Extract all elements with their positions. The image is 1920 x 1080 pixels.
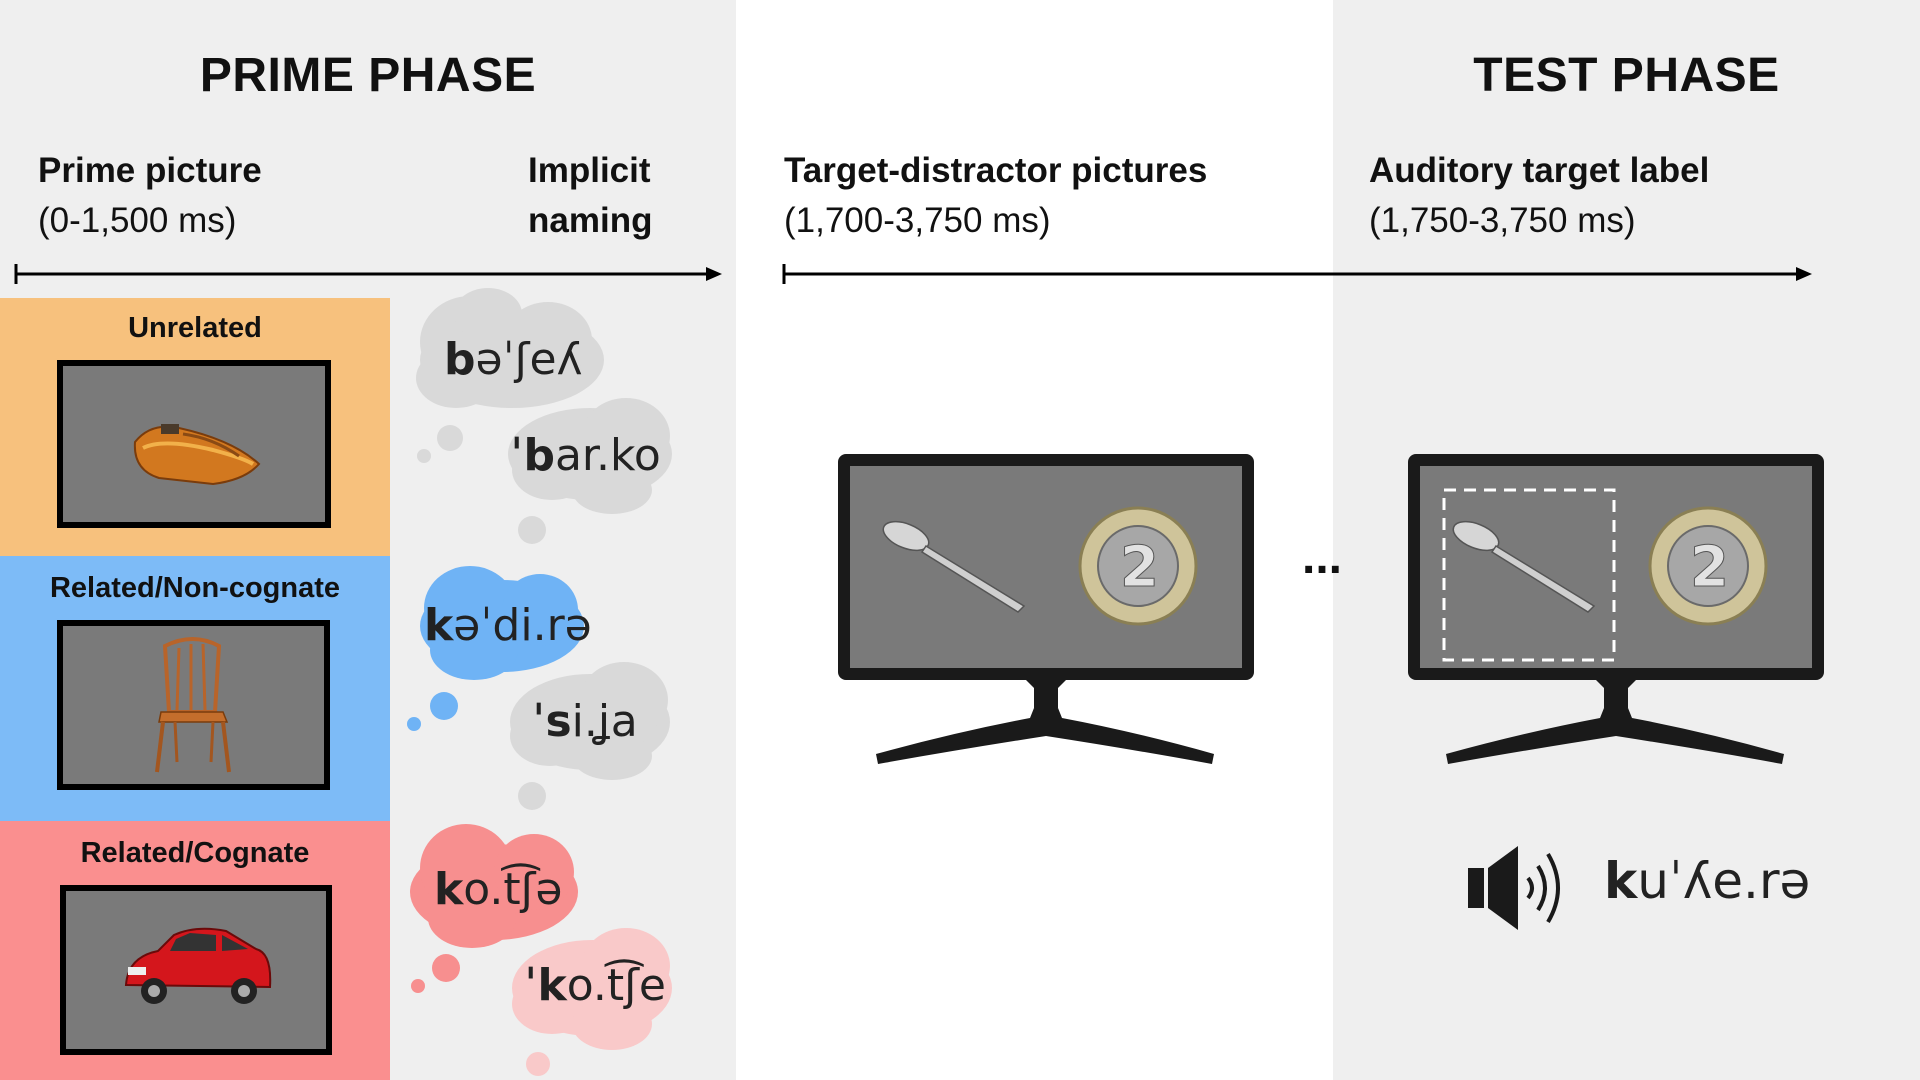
test-phase-heading: TEST PHASE (1473, 49, 1780, 102)
auditory-label: Auditory target label (1,750-3,750 ms) (1369, 146, 1709, 246)
ipa-rest: ar.ko (554, 430, 661, 481)
ipa-non-cognate-1: kəˈdi.rə (424, 600, 592, 651)
bubble-non-cognate-2 (510, 662, 670, 810)
ipa-unrelated-1: bəˈʃeʎ (444, 334, 583, 385)
auditory-label-time: (1,750-3,750 ms) (1369, 201, 1636, 240)
bubble-unrelated-2 (508, 398, 672, 544)
chair-picture (155, 637, 231, 773)
prime-picture-frame (57, 360, 331, 528)
ipa-non-cognate-2: ˈsi.ʝa (532, 696, 638, 747)
bubble-cognate-1 (410, 824, 578, 993)
ipa-rest: o.t͡ʃe (566, 960, 666, 1011)
implicit-naming-label: Implicit naming (528, 146, 652, 246)
monitor-test: 2 (1408, 454, 1824, 764)
implicit-naming-line1: Implicit (528, 151, 651, 190)
ipa-rest: əˈʃeʎ (475, 334, 583, 385)
target-selection-box (1442, 488, 1616, 662)
ipa-bold-onset: ˈs (532, 696, 572, 747)
prime-picture-label: Prime picture (0-1,500 ms) (38, 146, 262, 246)
monitor-target-distractor: 2 (838, 454, 1254, 764)
boat-picture (133, 424, 261, 486)
car-picture (124, 927, 272, 1004)
condition-title: Unrelated (128, 312, 262, 344)
svg-text:2: 2 (1690, 535, 1729, 600)
speaker-icon (1468, 846, 1560, 930)
ipa-cognate-2: ˈko.t͡ʃe (524, 960, 666, 1011)
ipa-bold-onset: ˈb (510, 430, 555, 481)
ellipsis: ... (1302, 531, 1343, 584)
spoon-picture (1452, 520, 1596, 613)
ipa-rest: uˈʎe.rə (1637, 852, 1811, 910)
two-euro-coin-picture: 2 (1078, 506, 1198, 626)
prime-picture-frame (60, 885, 332, 1055)
implicit-naming-line2: naming (528, 201, 653, 240)
spoken-target-word: kuˈʎe.rə (1604, 852, 1810, 910)
bubble-non-cognate-1 (407, 566, 584, 731)
ipa-bold-onset: b (444, 334, 476, 385)
ipa-cognate-1: ko.t͡ʃə (434, 864, 563, 915)
condition-related-non-cognate: Related/Non-cognate (0, 556, 390, 821)
prime-phase-heading: PRIME PHASE (199, 49, 537, 102)
bubble-cognate-2 (512, 928, 672, 1076)
ipa-rest: o.t͡ʃə (463, 864, 563, 915)
condition-related-cognate: Related/Cognate (0, 821, 390, 1080)
two-euro-coin-picture: 2 (1648, 506, 1768, 626)
ipa-rest: i.ʝa (571, 696, 638, 747)
condition-title: Related/Non-cognate (49, 572, 341, 604)
svg-text:2: 2 (1120, 535, 1159, 600)
ipa-bold-onset: k (1604, 852, 1638, 910)
target-distractor-label: Target-distractor pictures (1,700-3,750 … (784, 146, 1207, 246)
target-distractor-title: Target-distractor pictures (784, 151, 1208, 190)
target-distractor-time: (1,700-3,750 ms) (784, 201, 1051, 240)
spoon-picture (882, 520, 1026, 613)
thought-bubbles (407, 288, 672, 1076)
ipa-unrelated-2: ˈbar.ko (510, 430, 661, 481)
prime-picture-time: (0-1,500 ms) (38, 201, 237, 240)
bubble-unrelated-1 (416, 288, 604, 463)
ipa-rest: əˈdi.rə (453, 600, 592, 651)
prime-picture-frame (57, 620, 330, 790)
prime-picture-title: Prime picture (38, 151, 262, 190)
ipa-bold-onset: k (424, 600, 454, 651)
ipa-bold-onset: ˈk (524, 960, 567, 1011)
ipa-bold-onset: k (434, 864, 464, 915)
condition-unrelated: Unrelated (0, 298, 390, 556)
condition-title: Related/Cognate (80, 837, 310, 869)
auditory-label-title: Auditory target label (1369, 151, 1710, 190)
